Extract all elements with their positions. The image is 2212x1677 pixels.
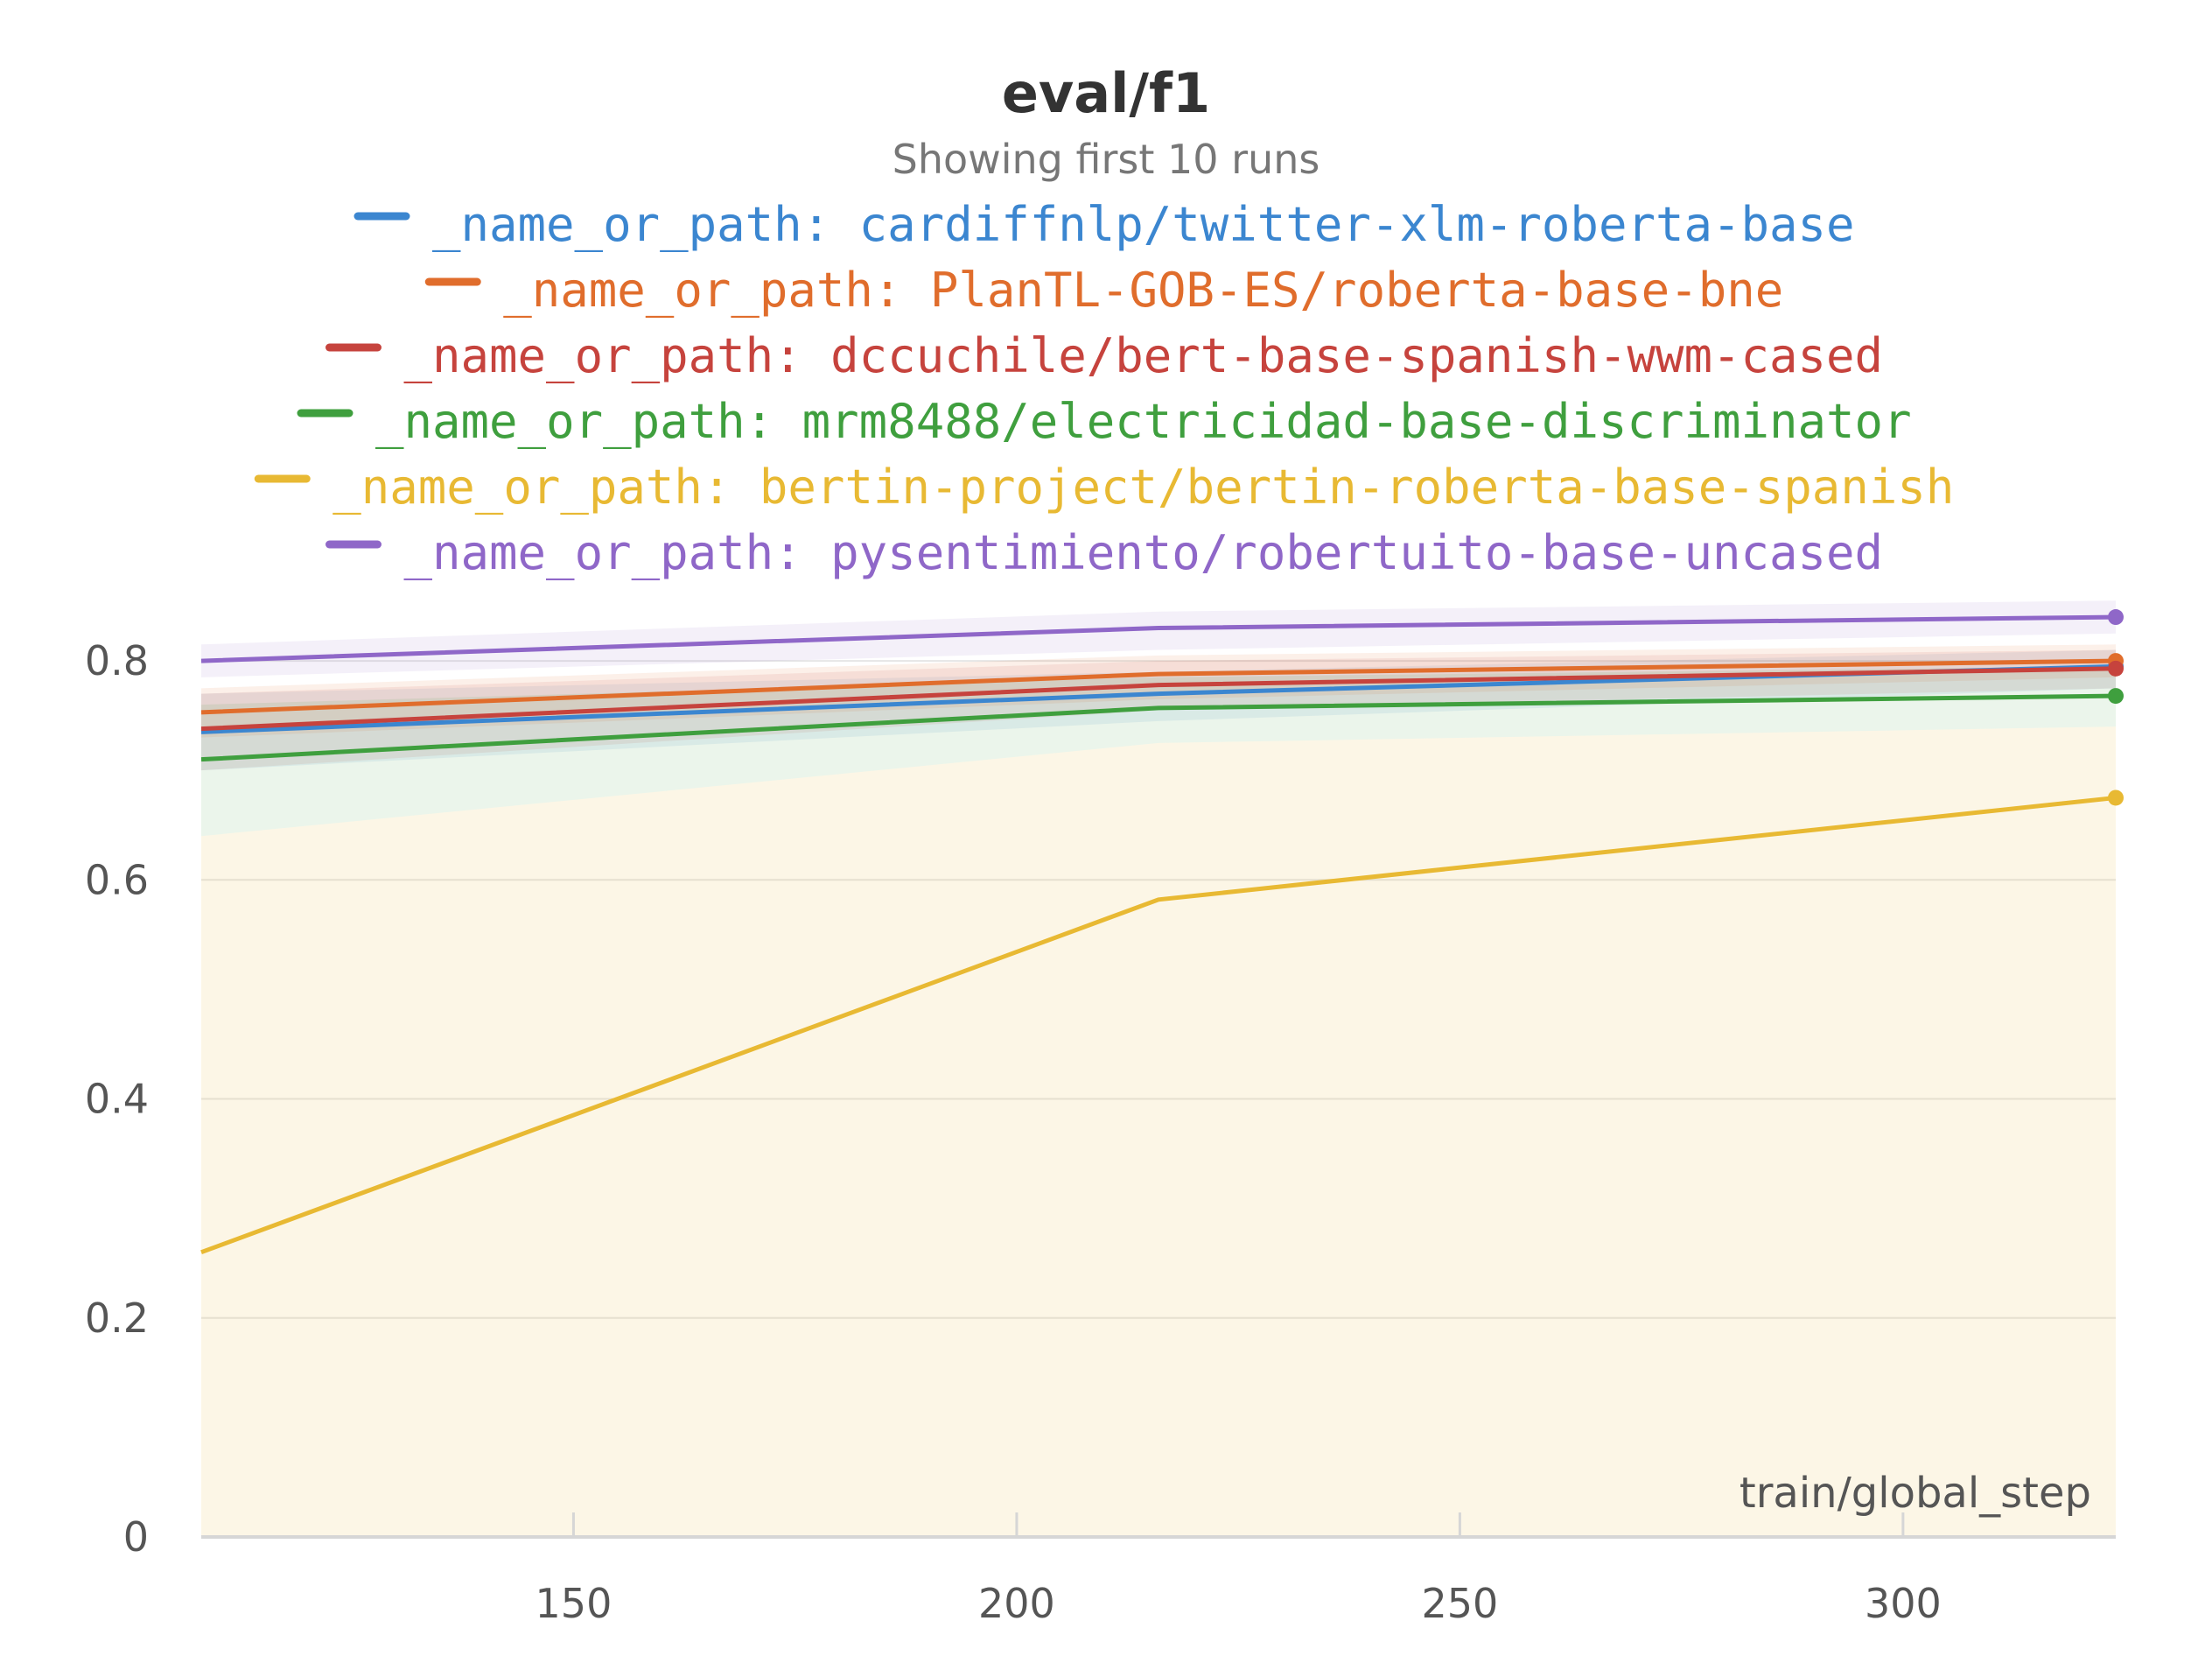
chart-subtitle: Showing first 10 runs — [892, 136, 1320, 183]
end-point-4 — [2108, 789, 2124, 806]
band-4 — [201, 726, 2116, 1537]
x-tick-label-2: 250 — [1422, 1580, 1499, 1627]
legend-label-1: _name_or_path: PlanTL-GOB-ES/roberta-bas… — [503, 263, 1783, 318]
end-point-3 — [2108, 688, 2124, 705]
series-lines — [200, 614, 2117, 1255]
x-tick-label-3: 300 — [1865, 1580, 1942, 1627]
series-line-4 — [200, 795, 2117, 1255]
y-tick-label-1: 0.2 — [85, 1295, 149, 1342]
end-points — [2108, 609, 2124, 806]
series-line-1 — [200, 658, 2117, 715]
x-tick-label-1: 200 — [978, 1580, 1055, 1627]
legend-label-3: _name_or_path: mrm8488/electricidad-base… — [375, 394, 1912, 449]
series-line-2 — [200, 666, 2117, 732]
x-axis-label: train/global_step — [1740, 1469, 2091, 1518]
y-tick-label-3: 0.6 — [85, 856, 149, 903]
legend-label-0: _name_or_path: cardiffnlp/twitter-xlm-ro… — [432, 197, 1855, 252]
band-5 — [201, 600, 2116, 677]
y-tick-label-4: 0.8 — [85, 637, 149, 684]
y-tick-label-0: 0 — [123, 1513, 149, 1561]
legend-label-5: _name_or_path: pysentimiento/robertuito-… — [404, 525, 1884, 580]
x-tick-label-0: 150 — [536, 1580, 612, 1627]
axes: 150 200 250 300 — [201, 1512, 2116, 1627]
y-tick-label-2: 0.4 — [85, 1076, 149, 1123]
end-point-5 — [2108, 609, 2124, 626]
grid: 0 0.2 0.4 0.6 0.8 — [85, 637, 2116, 1561]
series-line-5 — [200, 614, 2117, 663]
legend: _name_or_path: cardiffnlp/twitter-xlm-ro… — [254, 197, 1954, 580]
confidence-bands — [201, 600, 2116, 1537]
chart-title: eval/f1 — [1002, 61, 1210, 125]
series-line-3 — [200, 693, 2117, 762]
end-point-2 — [2108, 660, 2124, 677]
legend-label-4: _name_or_path: bertin-project/bertin-rob… — [332, 460, 1954, 515]
legend-label-2: _name_or_path: dccuchile/bert-base-spani… — [404, 328, 1884, 383]
